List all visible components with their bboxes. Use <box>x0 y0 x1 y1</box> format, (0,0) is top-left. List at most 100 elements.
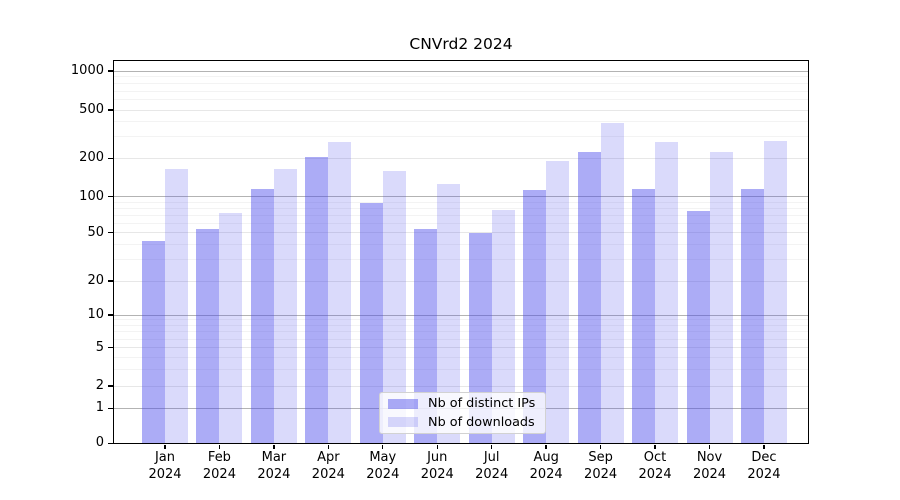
minor-gridline <box>114 331 808 333</box>
x-tick-label: Mar 2024 <box>257 450 291 482</box>
y-tick-label: 10 <box>87 307 104 322</box>
minor-gridline <box>114 136 808 138</box>
x-tick-mark <box>763 444 765 449</box>
x-tick-mark <box>708 444 711 449</box>
y-tick-label: 1000 <box>70 63 104 78</box>
gridline <box>114 157 808 159</box>
minor-gridline <box>114 99 808 101</box>
y-tick-label: 1 <box>95 400 104 416</box>
minor-gridline <box>114 121 808 123</box>
gridline <box>114 347 808 349</box>
x-tick-label: Feb 2024 <box>202 450 236 482</box>
y-tick-label: 100 <box>79 188 104 204</box>
bar-downloads-nov <box>709 152 733 444</box>
bar-distinct-ips-jan <box>142 240 165 444</box>
y-tick-mark <box>108 280 113 282</box>
minor-gridline <box>114 83 808 85</box>
y-tick-label: 0 <box>95 435 104 451</box>
bar-downloads-sep <box>600 123 624 444</box>
bar-distinct-ips-nov <box>686 210 710 444</box>
legend-item-distinct-ips: Nb of distinct IPs <box>386 396 539 412</box>
bar-downloads-jul <box>491 209 515 444</box>
y-tick-label: 5 <box>95 339 104 355</box>
minor-gridline <box>114 259 808 261</box>
y-tick-mark <box>108 385 113 387</box>
y-tick-mark <box>108 109 113 111</box>
minor-gridline <box>114 214 808 216</box>
x-tick-label: Oct 2024 <box>638 450 672 482</box>
x-tick-mark <box>218 444 221 449</box>
x-tick-mark <box>654 444 656 449</box>
bar-downloads-mar <box>273 168 297 444</box>
bar-downloads-jan <box>165 168 188 444</box>
bar-distinct-ips-feb <box>196 228 220 444</box>
y-tick-mark <box>108 347 113 349</box>
y-tick-label: 50 <box>87 224 104 240</box>
minor-gridline <box>114 222 808 224</box>
y-tick-mark <box>108 157 113 159</box>
y-tick-mark <box>108 196 113 198</box>
x-tick-mark <box>382 444 384 449</box>
minor-gridline <box>114 201 808 203</box>
gridline <box>114 385 808 387</box>
x-tick-label: Nov 2024 <box>692 450 727 482</box>
bar-distinct-ips-sep <box>577 152 601 444</box>
legend-swatch-downloads <box>388 417 418 428</box>
y-tick-mark <box>108 442 113 444</box>
bar-distinct-ips-mar <box>250 188 274 444</box>
y-tick-label: 2 <box>95 378 104 393</box>
bar-downloads-apr <box>328 142 352 444</box>
y-tick-label: 500 <box>79 102 104 117</box>
bar-distinct-ips-aug <box>523 189 547 444</box>
x-tick-label: Jul 2024 <box>475 450 509 482</box>
minor-gridline <box>114 368 808 370</box>
legend-label-downloads: Nb of downloads <box>428 414 535 430</box>
x-tick-mark <box>327 444 330 449</box>
x-tick-mark <box>491 444 493 449</box>
minor-gridline <box>114 90 808 92</box>
x-tick-label: Jan 2024 <box>148 450 182 482</box>
bar-downloads-oct <box>655 142 679 444</box>
legend-swatch-distinct-ips <box>388 398 418 409</box>
bar-distinct-ips-oct <box>632 188 656 444</box>
minor-gridline <box>114 325 808 327</box>
major-gridline <box>114 70 808 72</box>
minor-gridline <box>114 243 808 245</box>
gridline <box>114 232 808 234</box>
x-tick-mark <box>545 444 547 449</box>
y-tick-mark <box>108 314 113 316</box>
bar-downloads-jun <box>437 183 461 444</box>
gridline <box>114 109 808 111</box>
x-tick-mark <box>164 444 166 449</box>
legend-label-distinct-ips: Nb of distinct IPs <box>428 396 536 412</box>
x-tick-label: Sep 2024 <box>584 450 618 482</box>
x-tick-label: Jun 2024 <box>420 450 454 482</box>
chart-title: CNVrd2 2024 <box>409 35 513 53</box>
bar-downloads-feb <box>219 213 243 444</box>
x-tick-label: May 2024 <box>366 450 400 482</box>
y-tick-label: 20 <box>87 273 104 288</box>
minor-gridline <box>114 76 808 78</box>
y-tick-mark <box>108 232 113 234</box>
major-gridline <box>114 314 808 316</box>
bar-distinct-ips-jul <box>468 232 492 444</box>
gridline <box>114 280 808 282</box>
x-tick-mark <box>599 444 602 449</box>
minor-gridline <box>114 319 808 321</box>
y-tick-label: 200 <box>79 150 104 166</box>
bar-downloads-aug <box>546 161 570 444</box>
y-tick-mark <box>108 70 113 72</box>
x-tick-label: Aug 2024 <box>529 450 563 482</box>
major-gridline <box>114 196 808 198</box>
x-tick-label: Dec 2024 <box>747 450 781 482</box>
bar-downloads-dec <box>763 140 787 444</box>
minor-gridline <box>114 338 808 340</box>
legend-item-downloads: Nb of downloads <box>386 415 539 431</box>
x-tick-label: Apr 2024 <box>311 450 345 482</box>
y-tick-mark <box>108 407 113 409</box>
x-tick-mark <box>273 444 275 449</box>
minor-gridline <box>114 356 808 358</box>
bar-distinct-ips-may <box>359 203 383 444</box>
bar-downloads-may <box>382 170 406 444</box>
